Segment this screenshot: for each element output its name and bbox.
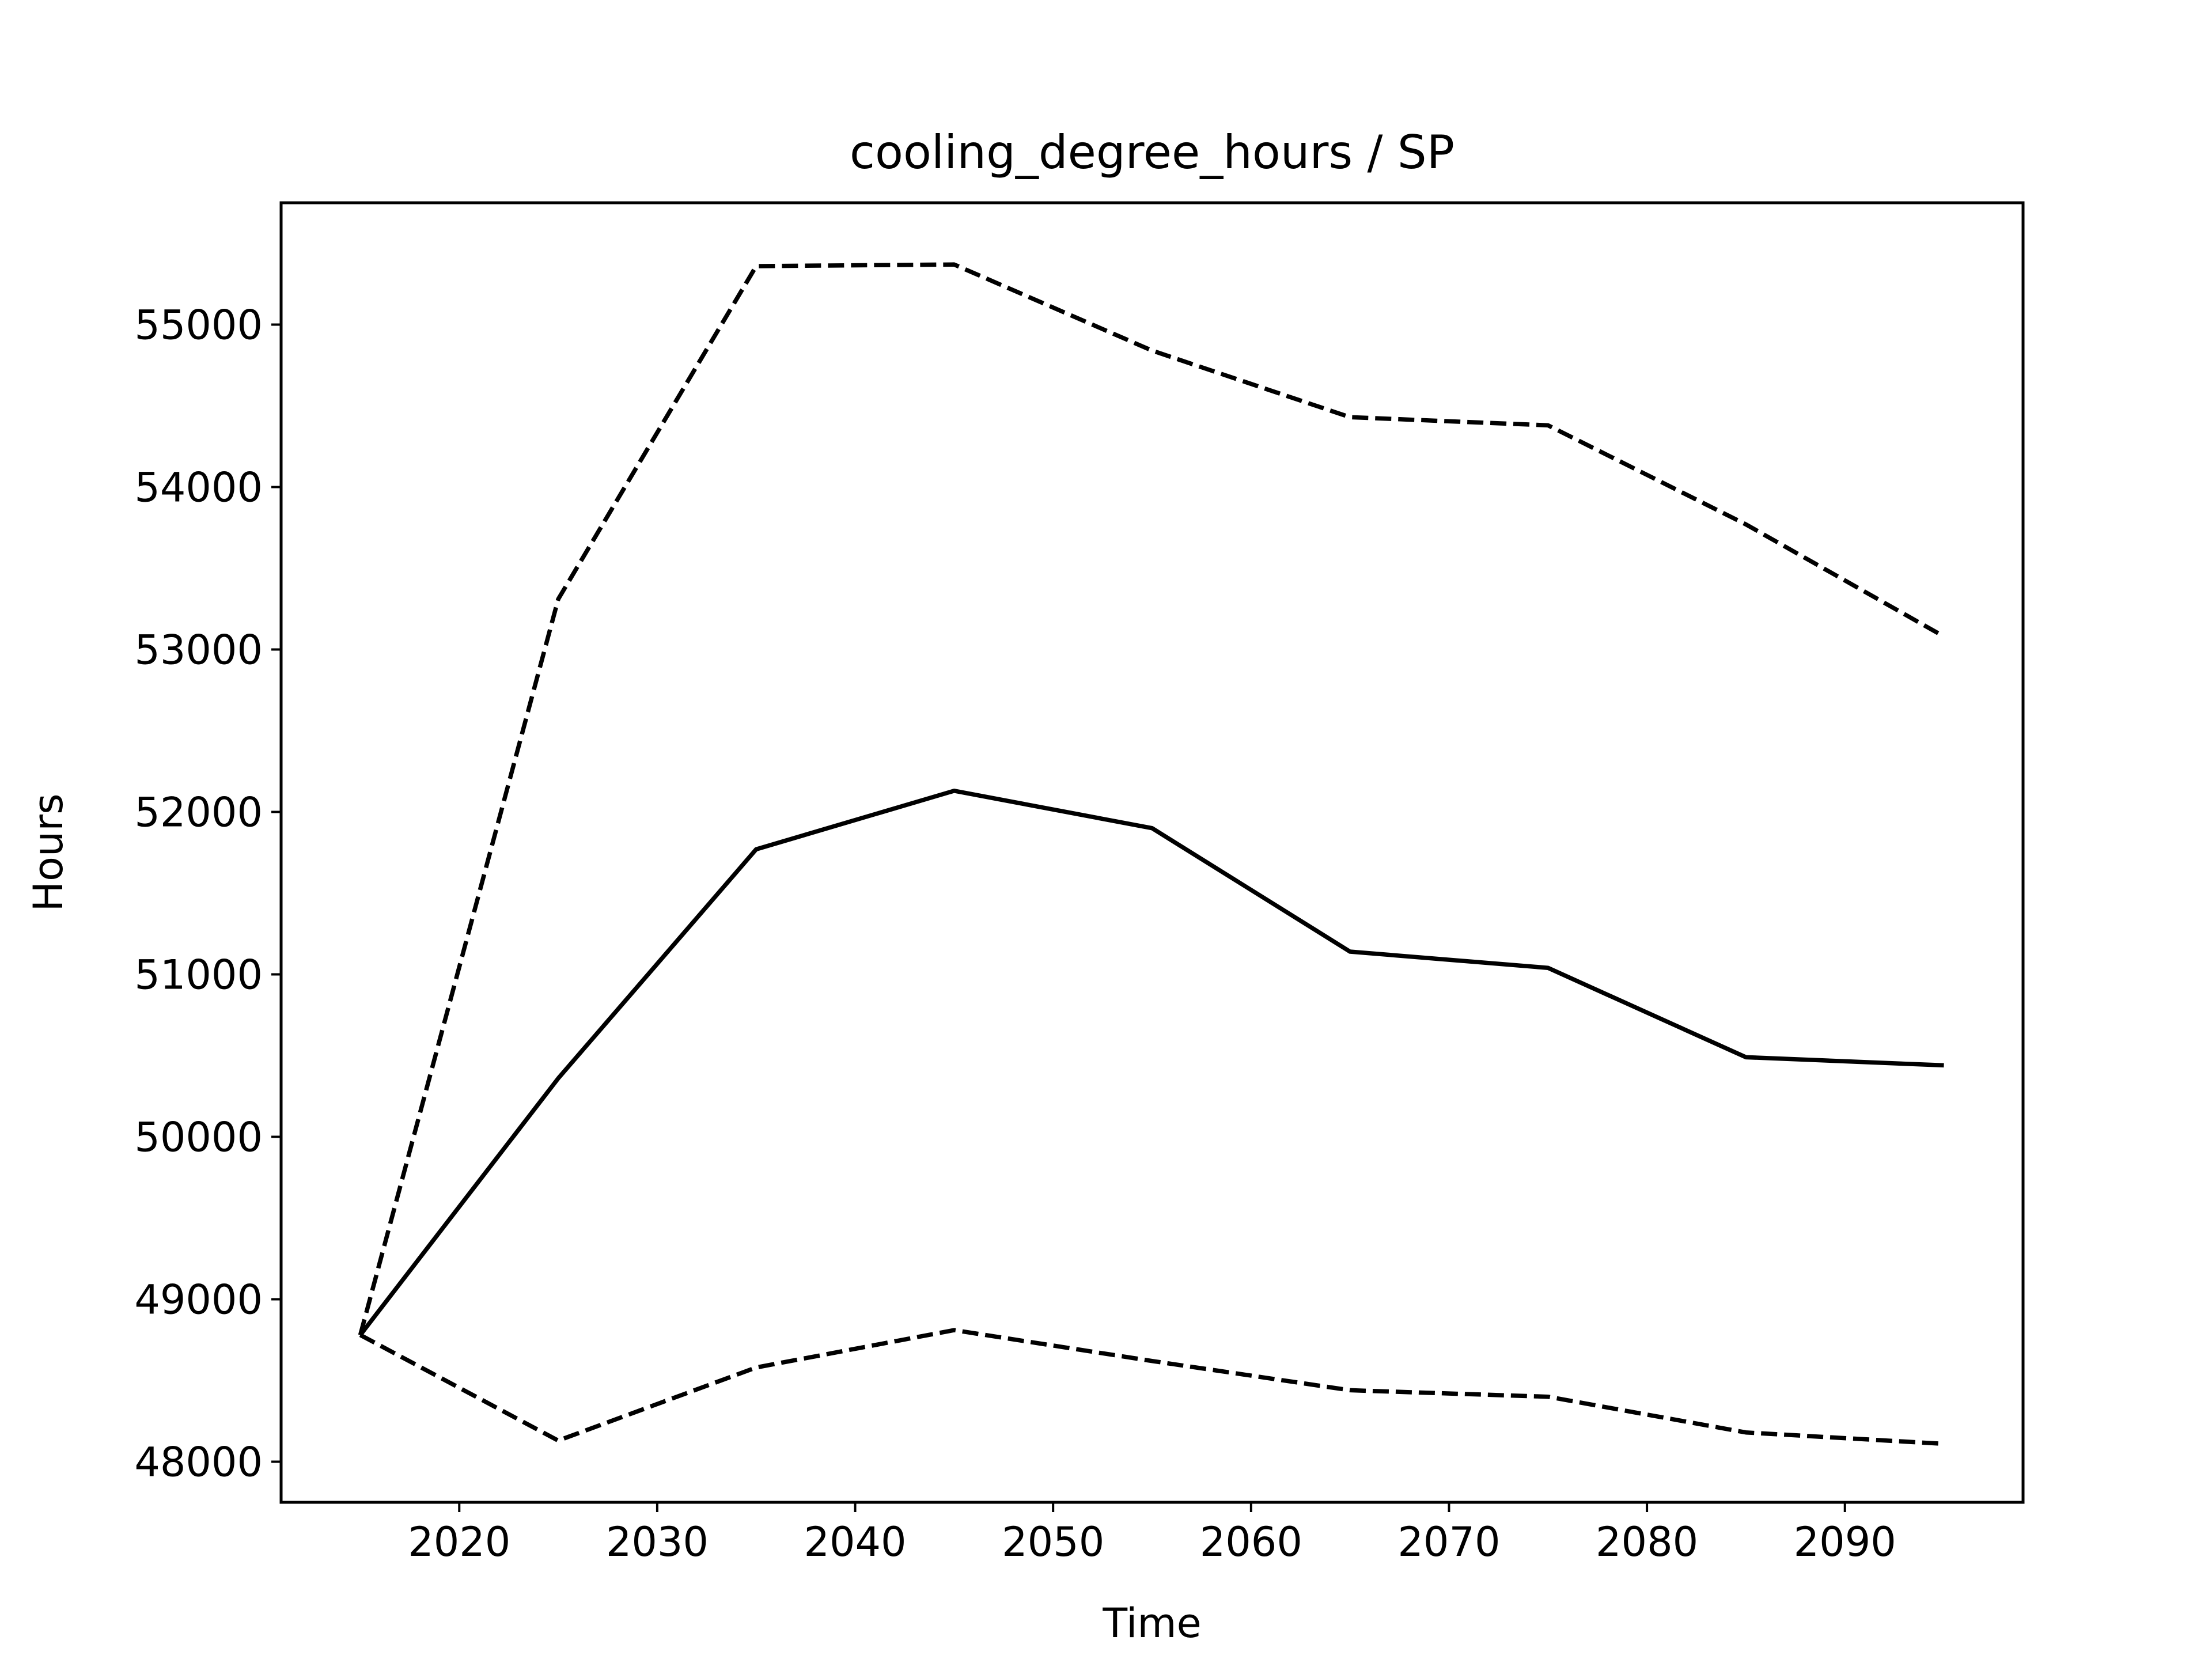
x-tick-label: 2080: [1596, 1518, 1698, 1566]
series-line-solid: [358, 789, 1944, 1336]
x-tick-label: 2050: [1002, 1518, 1104, 1566]
x-tick-label: 2070: [1397, 1518, 1500, 1566]
y-axis-ticks: 48000 49000 50000 51000 52000 53000 54000 55000: [134, 302, 281, 1486]
series-line-dashed-1: [358, 262, 1945, 1336]
x-tick-label: 2030: [606, 1518, 709, 1566]
y-tick-label: 54000: [134, 464, 263, 512]
plot-frame: [279, 201, 2025, 1504]
series-line-dashed-2: [359, 1328, 1944, 1446]
y-axis-label: Hours: [25, 793, 72, 911]
x-tick-label: 2020: [408, 1518, 510, 1566]
chart-title: cooling_degree_hours / SP: [850, 126, 1455, 179]
x-tick-label: 2090: [1794, 1518, 1896, 1566]
y-tick-label: 52000: [134, 789, 263, 836]
x-axis-ticks: 2020 2030 2040 2050 2060 2070 2080 2090: [408, 1502, 1896, 1566]
x-axis-label: Time: [1102, 1600, 1201, 1647]
x-tick-label: 2040: [804, 1518, 906, 1566]
y-tick-label: 53000: [134, 627, 263, 674]
y-tick-label: 48000: [134, 1439, 263, 1486]
plot-lines: [358, 262, 1945, 1446]
x-tick-label: 2060: [1200, 1518, 1302, 1566]
y-tick-label: 50000: [134, 1114, 263, 1161]
y-tick-label: 55000: [134, 302, 263, 349]
y-tick-label: 51000: [134, 952, 263, 999]
y-tick-label: 49000: [134, 1277, 263, 1324]
